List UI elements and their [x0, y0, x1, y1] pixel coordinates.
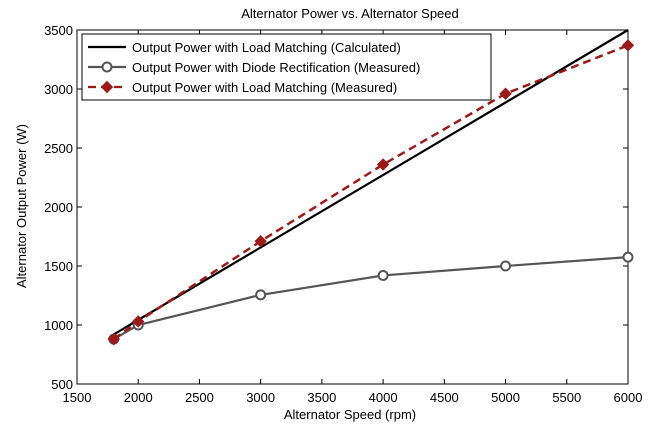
- data-point: [500, 260, 512, 272]
- x-tick-label: 4000: [369, 390, 398, 405]
- legend-item: Output Power with Load Matching (Calcula…: [88, 40, 401, 55]
- y-axis-ticks: 500 1000 1500 2000 2500 3000 3500: [44, 23, 628, 392]
- legend: Output Power with Load Matching (Calcula…: [81, 33, 492, 101]
- series-3: [107, 39, 635, 346]
- x-tick-label: 2500: [185, 390, 214, 405]
- data-point: [621, 39, 635, 52]
- data-point: [254, 235, 267, 248]
- legend-box: [81, 33, 492, 101]
- series-layer: [107, 29, 635, 346]
- legend-label: Output Power with Load Matching (Measure…: [132, 80, 397, 95]
- data-point: [377, 269, 389, 281]
- x-tick-label: 3500: [307, 390, 336, 405]
- x-tick-label: 5500: [552, 390, 581, 405]
- data-point: [107, 332, 120, 346]
- legend-marker: [100, 80, 114, 94]
- data-point: [255, 289, 267, 301]
- y-tick-label: 3500: [44, 23, 73, 38]
- y-tick-label: 2500: [44, 141, 73, 156]
- x-tick-label: 1500: [63, 390, 92, 405]
- x-tick-label: 3000: [246, 390, 275, 405]
- y-tick-label: 3000: [44, 82, 73, 97]
- legend-item: Output Power with Load Matching (Measure…: [88, 80, 397, 95]
- x-tick-label: 5000: [491, 390, 520, 405]
- y-tick-label: 2000: [44, 200, 73, 215]
- x-tick-label: 4500: [430, 390, 459, 405]
- y-tick-label: 1000: [44, 318, 73, 333]
- series-line: [113, 44, 629, 341]
- data-point: [132, 315, 145, 328]
- chart-title: Alternator Power vs. Alternator Speed: [241, 6, 459, 21]
- series-line: [113, 29, 629, 336]
- y-axis-label: Alternator Output Power (W): [14, 124, 29, 288]
- y-tick-label: 1500: [44, 259, 73, 274]
- x-tick-label: 2000: [124, 390, 153, 405]
- legend-marker: [101, 61, 113, 73]
- legend-label: Output Power with Diode Rectification (M…: [132, 60, 420, 75]
- y-tick-label: 500: [51, 377, 73, 392]
- data-point: [376, 158, 390, 171]
- x-axis-label: Alternator Speed (rpm): [284, 407, 416, 422]
- legend-label: Output Power with Load Matching (Calcula…: [132, 40, 401, 55]
- data-point: [499, 87, 512, 100]
- series-1: [113, 29, 629, 336]
- legend-item: Output Power with Diode Rectification (M…: [88, 60, 420, 75]
- x-tick-label: 6000: [614, 390, 643, 405]
- data-point: [622, 251, 634, 263]
- x-axis-ticks: 1500 2000 2500 3000 3500 4000 4500 5000 5500 6000: [63, 30, 643, 405]
